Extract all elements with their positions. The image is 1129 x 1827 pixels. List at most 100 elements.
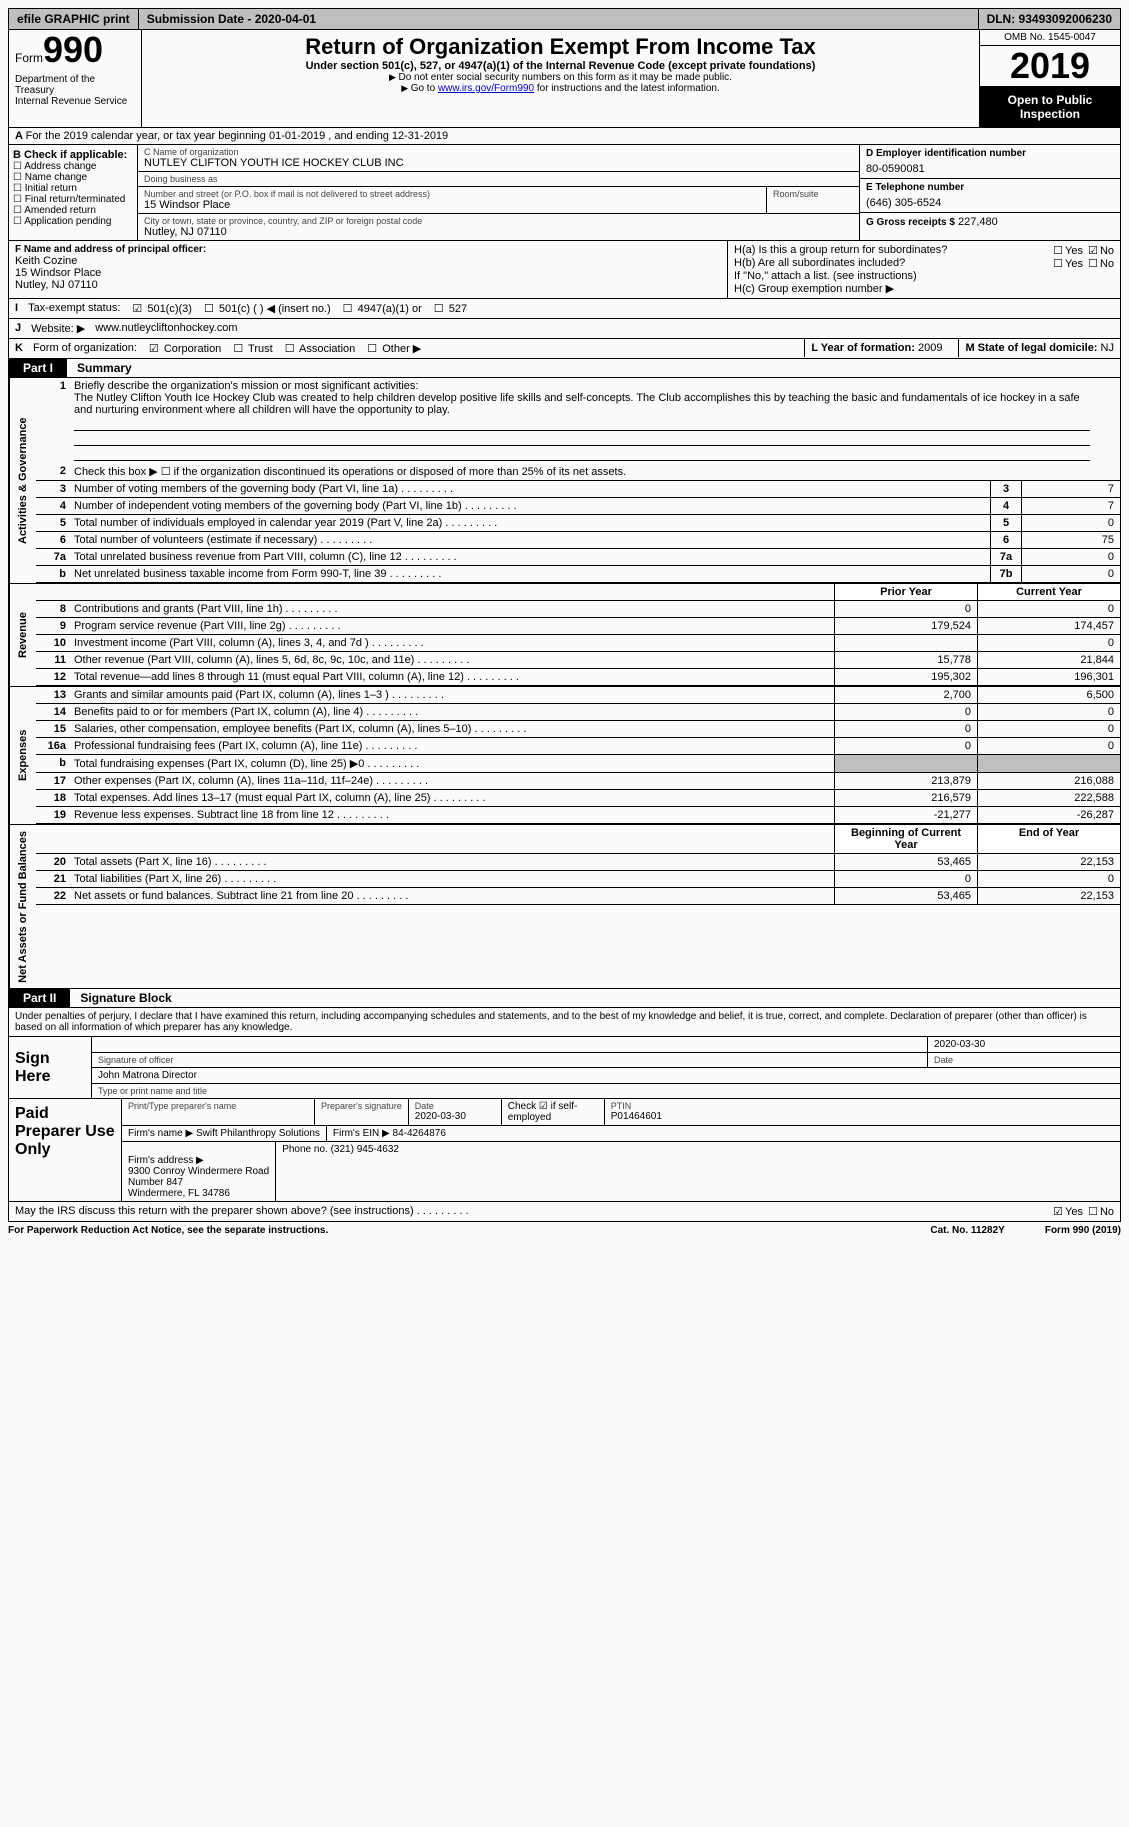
hb-yes[interactable] <box>1051 258 1065 270</box>
perjury-statement: Under penalties of perjury, I declare th… <box>8 1008 1121 1037</box>
line-num: 15 <box>36 721 70 737</box>
cb-amended-return[interactable]: Amended return <box>13 205 133 216</box>
paid-preparer-block: Paid Preparer Use Only Print/Type prepar… <box>8 1099 1121 1202</box>
line-num: 19 <box>36 807 70 823</box>
cb-name-change[interactable]: Name change <box>13 172 133 183</box>
opt-501c3: 501(c)(3) <box>147 303 192 315</box>
ha-no[interactable] <box>1086 245 1100 257</box>
current-value: -26,287 <box>977 807 1120 823</box>
opt-trust: Trust <box>248 343 273 355</box>
year-formation-lbl: L Year of formation: <box>811 342 915 354</box>
prior-value: 213,879 <box>834 773 977 789</box>
line-num: 9 <box>36 618 70 634</box>
no-label2: No <box>1100 258 1114 270</box>
line-text: Total revenue—add lines 8 through 11 (mu… <box>70 669 834 685</box>
line-num: 18 <box>36 790 70 806</box>
cb-501c[interactable] <box>202 303 216 315</box>
vlabel-governance: Activities & Governance <box>9 378 36 583</box>
city-value: Nutley, NJ 07110 <box>144 226 853 238</box>
org-name-label: C Name of organization <box>144 147 853 157</box>
form-footer: Form 990 (2019) <box>1045 1225 1121 1236</box>
line-num: 13 <box>36 687 70 703</box>
line-num: 17 <box>36 773 70 789</box>
current-value: 0 <box>977 871 1120 887</box>
phone-lbl: Phone no. <box>282 1144 328 1155</box>
instructions-link[interactable]: www.irs.gov/Form990 <box>438 83 534 94</box>
cb-trust[interactable] <box>231 343 245 355</box>
prior-value: 15,778 <box>834 652 977 668</box>
line-text: Program service revenue (Part VIII, line… <box>70 618 834 634</box>
current-value: 174,457 <box>977 618 1120 634</box>
firm-addr-lbl: Firm's address ▶ <box>128 1155 204 1166</box>
ein-value: 80-0590081 <box>866 163 1114 175</box>
part-2-bar: Part II Signature Block <box>8 989 1121 1008</box>
cb-final-return[interactable]: Final return/terminated <box>13 194 133 205</box>
discuss-no[interactable] <box>1086 1206 1100 1218</box>
cb-4947[interactable] <box>341 303 355 315</box>
opt-corp: Corporation <box>164 343 221 355</box>
current-value: 22,153 <box>977 854 1120 870</box>
line-value: 7 <box>1021 498 1120 514</box>
prior-value: 0 <box>834 704 977 720</box>
ssn-note: Do not enter social security numbers on … <box>152 72 969 83</box>
cb-527[interactable] <box>432 303 446 315</box>
row-i-text: Tax-exempt status: <box>28 302 120 314</box>
line-text: Salaries, other compensation, employee b… <box>70 721 834 737</box>
row-f-h: F Name and address of principal officer:… <box>8 241 1121 299</box>
yes-label: Yes <box>1065 245 1083 257</box>
prep-date: 2020-03-30 <box>415 1111 495 1122</box>
section-b-head: B Check if applicable: <box>13 149 133 161</box>
line-text: Number of independent voting members of … <box>70 498 990 514</box>
current-value: 6,500 <box>977 687 1120 703</box>
prep-sig-lbl: Preparer's signature <box>321 1101 402 1111</box>
cb-application-pending[interactable]: Application pending <box>13 216 133 227</box>
row-k-text: Form of organization: <box>33 342 137 354</box>
prep-name-lbl: Print/Type preparer's name <box>128 1101 308 1111</box>
col-beginning-year: Beginning of Current Year <box>834 825 977 853</box>
line-num: 16a <box>36 738 70 754</box>
prior-value: 0 <box>834 738 977 754</box>
paperwork-notice: For Paperwork Reduction Act Notice, see … <box>8 1225 930 1236</box>
cb-corp[interactable] <box>147 343 161 355</box>
prior-value: 0 <box>834 871 977 887</box>
cb-address-change[interactable]: Address change <box>13 161 133 172</box>
cb-initial-return[interactable]: Initial return <box>13 183 133 194</box>
entity-block: B Check if applicable: Address change Na… <box>8 145 1121 241</box>
line-value: 0 <box>1021 566 1120 582</box>
cb-other[interactable] <box>365 343 379 355</box>
line-num: 2 <box>36 463 70 480</box>
section-b: B Check if applicable: Address change Na… <box>9 145 138 240</box>
firm-ein: 84-4264876 <box>393 1128 446 1139</box>
efile-print-button[interactable]: efile GRAPHIC print <box>9 9 139 29</box>
line-text: Professional fundraising fees (Part IX, … <box>70 738 834 754</box>
dba-label: Doing business as <box>144 174 853 184</box>
prep-self-employed: Check ☑ if self-employed <box>502 1099 605 1125</box>
top-toolbar: efile GRAPHIC print Submission Date - 20… <box>8 8 1121 30</box>
line-num: 3 <box>36 481 70 497</box>
hb-note: If "No," attach a list. (see instruction… <box>734 270 1114 282</box>
discuss-yes[interactable] <box>1051 1206 1065 1218</box>
hb-no[interactable] <box>1086 258 1100 270</box>
section-d: D Employer identification number 80-0590… <box>859 145 1120 240</box>
org-name: NUTLEY CLIFTON YOUTH ICE HOCKEY CLUB INC <box>144 157 853 169</box>
cb-501c3[interactable] <box>130 303 144 315</box>
cat-no: Cat. No. 11282Y <box>930 1225 1004 1236</box>
cb-assoc[interactable] <box>283 343 297 355</box>
prior-value: 179,524 <box>834 618 977 634</box>
line-box: 7a <box>990 549 1021 565</box>
gross-value: 227,480 <box>958 216 998 228</box>
line-num: 6 <box>36 532 70 548</box>
room-label: Room/suite <box>773 189 853 199</box>
line-num: 22 <box>36 888 70 904</box>
ha-yes[interactable] <box>1051 245 1065 257</box>
line-num: 11 <box>36 652 70 668</box>
col-prior-year: Prior Year <box>834 584 977 600</box>
cell-shaded <box>977 755 1120 772</box>
prior-value: 0 <box>834 601 977 617</box>
current-value: 21,844 <box>977 652 1120 668</box>
form-title: Return of Organization Exempt From Incom… <box>152 34 969 60</box>
line-text: Total assets (Part X, line 16) <box>70 854 834 870</box>
line-num: 14 <box>36 704 70 720</box>
line-num: 5 <box>36 515 70 531</box>
line-num: 21 <box>36 871 70 887</box>
